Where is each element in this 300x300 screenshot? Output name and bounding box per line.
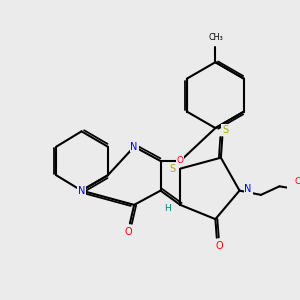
Text: O: O [177, 157, 184, 166]
Text: O: O [295, 177, 300, 186]
Text: N: N [244, 184, 252, 194]
Text: S: S [222, 125, 228, 135]
Text: O: O [125, 227, 132, 237]
Text: S: S [169, 164, 175, 174]
Text: N: N [130, 142, 138, 152]
Text: H: H [164, 204, 171, 213]
Text: O: O [216, 241, 224, 251]
Text: N: N [78, 186, 85, 196]
Text: CH₃: CH₃ [208, 34, 223, 43]
